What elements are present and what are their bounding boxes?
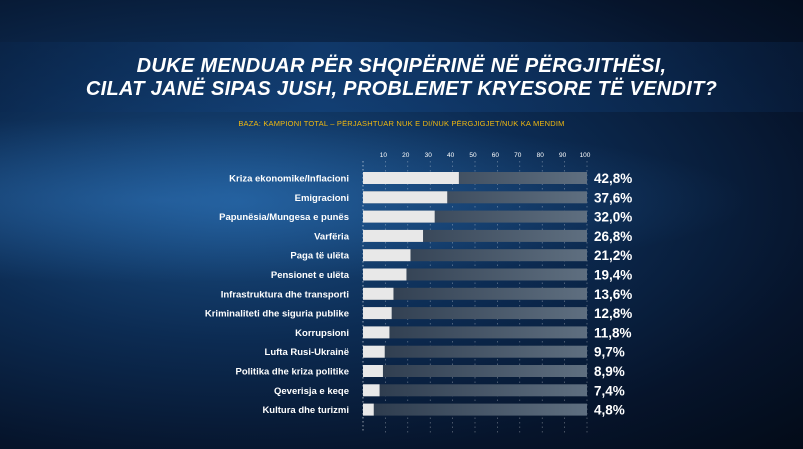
bar	[363, 191, 448, 204]
category-label: Paga të ulëta	[290, 251, 349, 262]
bar-track	[363, 345, 587, 358]
value-label: 4,8%	[594, 403, 625, 418]
value-label: 37,6%	[594, 190, 632, 205]
value-label: 8,9%	[594, 364, 625, 379]
value-label: 13,6%	[594, 287, 632, 302]
bar	[363, 365, 383, 377]
bar-track	[363, 287, 587, 300]
value-label: 42,8%	[594, 171, 632, 186]
bar	[363, 172, 459, 184]
value-label: 11,8%	[594, 325, 632, 340]
x-tick-label: 20	[402, 152, 410, 159]
category-label: Varfëria	[314, 231, 350, 242]
bar-track	[363, 268, 587, 281]
bar	[363, 384, 380, 397]
chart-title: DUKE MENDUAR PËR SHQIPËRINË NË PËRGJITHË…	[0, 55, 803, 101]
x-tick-label: 70	[514, 152, 522, 159]
x-tick-label: 100	[580, 152, 591, 159]
x-tick-label: 30	[425, 152, 433, 159]
bar	[363, 229, 424, 242]
bar-track	[363, 249, 587, 262]
x-tick-label: 60	[492, 152, 500, 159]
title-line-2: CILAT JANË SIPAS JUSH, PROBLEMET KRYESOR…	[85, 78, 718, 100]
title-line-1: DUKE MENDUAR PËR SHQIPËRINË NË PËRGJITHË…	[136, 55, 667, 77]
title-band	[0, 42, 803, 112]
category-label: Emigracioni	[295, 193, 349, 204]
category-label: Infrastruktura dhe transporti	[221, 289, 349, 300]
category-label: Pensionet e ulëta	[271, 270, 350, 281]
x-tick-label: 10	[380, 152, 388, 159]
x-tick-label: 40	[447, 152, 455, 159]
value-label: 21,2%	[594, 248, 632, 263]
value-label: 12,8%	[594, 306, 632, 321]
bar	[363, 326, 390, 339]
bar	[363, 403, 374, 416]
bar-track	[363, 403, 587, 416]
bar-track	[363, 307, 587, 320]
bar-track	[363, 365, 587, 377]
x-tick-label: 80	[537, 152, 545, 159]
bar	[363, 287, 394, 300]
category-label: Papunësia/Mungesa e punës	[219, 212, 349, 223]
x-tick-label: 90	[559, 152, 567, 159]
value-label: 9,7%	[594, 345, 625, 360]
bar	[363, 210, 435, 223]
bar	[363, 345, 385, 358]
x-tick-label: 50	[469, 152, 477, 159]
category-label: Lufta Rusi-Ukrainë	[265, 347, 349, 358]
value-label: 19,4%	[594, 268, 632, 283]
category-label: Kriza ekonomike/Inflacioni	[229, 174, 349, 185]
bar-track	[363, 326, 587, 339]
bar-track	[363, 384, 587, 397]
base-note: BAZA: KAMPIONI TOTAL – PËRJASHTUAR NUK E…	[238, 119, 565, 128]
value-label: 7,4%	[594, 383, 625, 398]
value-label: 26,8%	[594, 229, 632, 244]
category-label: Politika dhe kriza politike	[235, 367, 349, 378]
bar	[363, 249, 411, 262]
category-label: Qeverisja e keqe	[274, 386, 349, 397]
value-label: 32,0%	[594, 210, 632, 225]
category-label: Kultura dhe turizmi	[262, 405, 349, 416]
bar	[363, 307, 392, 320]
category-label: Kriminaliteti dhe siguria publike	[205, 309, 349, 320]
bar	[363, 268, 407, 281]
category-label: Korrupsioni	[295, 328, 349, 339]
